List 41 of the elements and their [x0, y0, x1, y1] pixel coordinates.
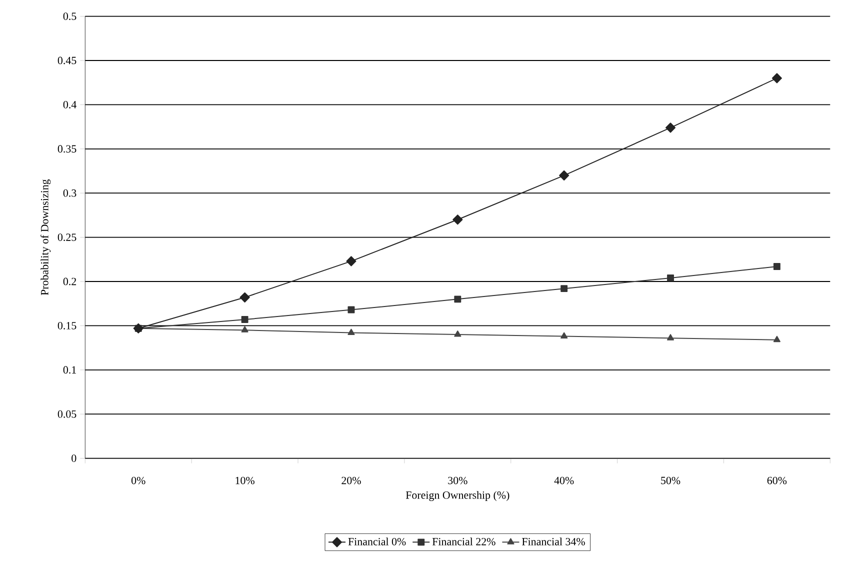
x-tick-label: 60% [767, 476, 787, 484]
y-tick-label: 0.35 [58, 145, 76, 153]
y-tick-label: 0.45 [58, 56, 76, 64]
y-tick-label: 0.4 [63, 100, 76, 108]
y-tick-label: 0.25 [58, 234, 76, 242]
point [240, 292, 250, 302]
point [346, 256, 356, 266]
y-tick-label: 0.15 [58, 322, 76, 330]
point [773, 262, 780, 270]
legend-label: Financial 34% [522, 538, 585, 546]
point [454, 330, 462, 337]
x-tick-label: 30% [448, 476, 468, 484]
legend-label: Financial 22% [432, 538, 496, 546]
x-axis-title: Foreign Ownership (%) [406, 491, 510, 502]
y-tick-label: 0.05 [58, 410, 76, 418]
point [348, 328, 355, 336]
y-tick-label: 0.5 [63, 12, 76, 20]
point [772, 73, 782, 84]
x-tick-label: 10% [236, 476, 254, 484]
y-tick-label: 0.2 [63, 278, 76, 286]
y-tick-label: 0 [72, 454, 76, 462]
y-tick-label: 0.1 [63, 366, 76, 374]
point [348, 306, 355, 314]
point [452, 214, 463, 225]
y-tick-label: 0.3 [63, 189, 76, 197]
point [560, 285, 568, 292]
point [667, 274, 674, 282]
point [560, 332, 568, 339]
x-tick-label: 0% [131, 476, 146, 484]
point [241, 316, 248, 323]
x-tick-label: 20% [342, 476, 361, 484]
point [454, 296, 462, 303]
point [773, 336, 780, 342]
point [559, 170, 570, 180]
x-tick-label: 40% [554, 476, 574, 484]
point [665, 122, 676, 133]
y-axis-title: Probability of Downsizing [40, 179, 51, 296]
x-tick-label: 50% [661, 476, 680, 484]
legend-label: Financial 0% [348, 538, 406, 546]
point [666, 334, 674, 340]
point [241, 326, 248, 332]
